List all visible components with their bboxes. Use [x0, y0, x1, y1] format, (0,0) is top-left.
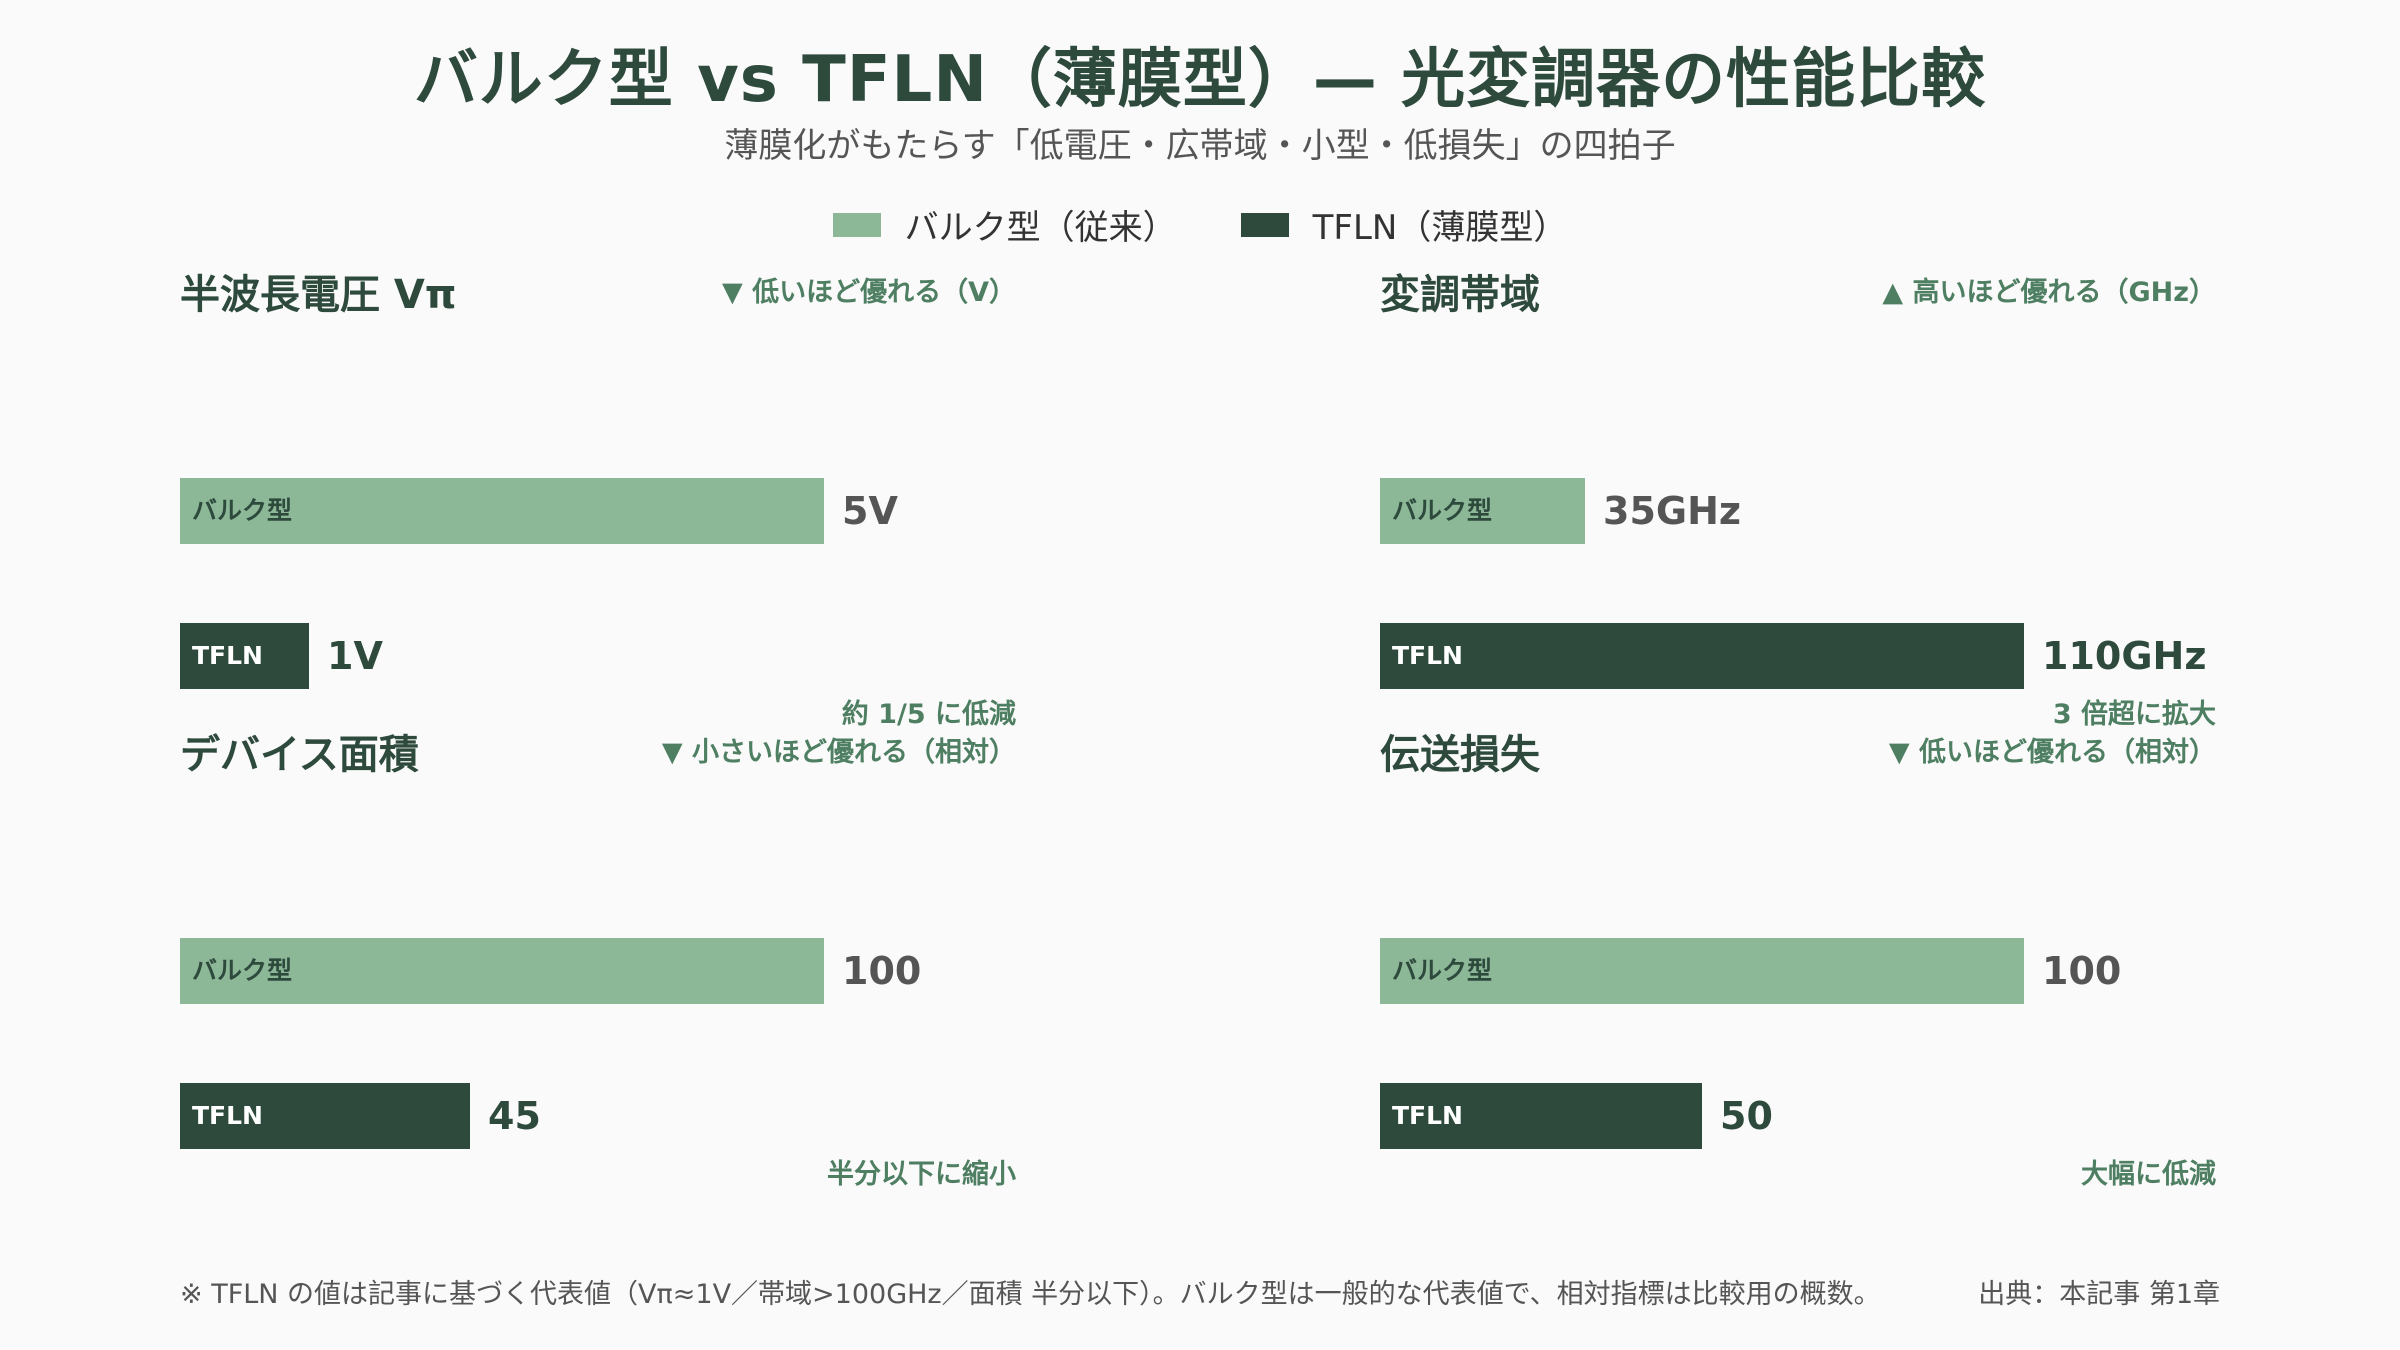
bar-tfln-label: TFLN — [1392, 1101, 1463, 1130]
panel-note: 大幅に低減 — [2081, 1159, 2216, 1190]
bar-bulk-label: バルク型 — [192, 496, 293, 525]
legend-label-tfln: TFLN（薄膜型） — [1312, 208, 1568, 248]
legend-label-bulk: バルク型（従来） — [904, 208, 1177, 248]
panel-device-area: デバイス面積 ▼ 小さいほど優れる（相対） バルク型 100 TFLN 45 半… — [180, 722, 1016, 1190]
bar-tfln: TFLN — [180, 1083, 470, 1149]
bar-bulk-value: 35GHz — [1603, 489, 1741, 533]
panel-title: 変調帯域 — [1380, 272, 1540, 318]
bar-tfln-value: 1V — [327, 634, 383, 678]
legend-item-tfln: TFLN（薄膜型） — [1240, 200, 1568, 249]
panel-note: 約 1/5 に低減 — [841, 699, 1016, 730]
bar-bulk: バルク型 — [1380, 478, 1585, 544]
bar-tfln-value: 50 — [1720, 1094, 1773, 1138]
footnote: ※ TFLN の値は記事に基づく代表値（Vπ≈1V／帯域>100GHz／面積 半… — [180, 1279, 1881, 1310]
chart-title: バルク型 vs TFLN（薄膜型）— 光変調器の性能比較 — [413, 43, 1987, 117]
bar-bulk: バルク型 — [1380, 938, 2024, 1004]
legend: バルク型（従来） TFLN（薄膜型） — [0, 200, 2400, 249]
bar-bulk-value: 100 — [842, 949, 922, 993]
bar-bulk-value: 100 — [2042, 949, 2122, 993]
chart-subtitle: 薄膜化がもたらす「低電圧・広帯域・小型・低損失」の四拍子 — [724, 126, 1676, 166]
bar-bulk: バルク型 — [180, 938, 824, 1004]
legend-swatch-bulk — [832, 212, 881, 237]
legend-item-bulk: バルク型（従来） — [832, 200, 1177, 249]
bar-bulk-value: 5V — [842, 489, 898, 533]
bar-tfln: TFLN — [1380, 623, 2024, 689]
bar-tfln-label: TFLN — [1392, 641, 1463, 670]
panel-half-wave-voltage: 半波長電圧 Vπ ▼ 低いほど優れる（V） バルク型 5V TFLN 1V 約 … — [180, 262, 1016, 730]
panel-hint: ▼ 低いほど優れる（V） — [721, 277, 1016, 308]
bar-tfln-label: TFLN — [192, 1101, 263, 1130]
panel-note: 半分以下に縮小 — [827, 1159, 1016, 1190]
bar-tfln: TFLN — [1380, 1083, 1702, 1149]
panel-transmission-loss: 伝送損失 ▼ 低いほど優れる（相対） バルク型 100 TFLN 50 大幅に低… — [1380, 722, 2216, 1190]
panel-note: 3 倍超に拡大 — [2052, 699, 2216, 730]
bar-tfln-label: TFLN — [192, 641, 263, 670]
panel-hint: ▼ 小さいほど優れる（相対） — [661, 737, 1016, 768]
bar-tfln-value: 45 — [488, 1094, 541, 1138]
panel-hint: ▲ 高いほど優れる（GHz） — [1882, 277, 2216, 308]
bar-tfln-value: 110GHz — [2042, 634, 2207, 678]
panel-title: 半波長電圧 Vπ — [180, 272, 457, 318]
legend-swatch-tfln — [1240, 212, 1289, 237]
panel-title: デバイス面積 — [180, 732, 419, 778]
source-credit: 出典：本記事 第1章 — [1978, 1279, 2220, 1310]
panel-hint: ▼ 低いほど優れる（相対） — [1888, 737, 2216, 768]
bar-bulk-label: バルク型 — [1392, 496, 1493, 525]
panel-title: 伝送損失 — [1380, 732, 1540, 778]
panel-modulation-bandwidth: 変調帯域 ▲ 高いほど優れる（GHz） バルク型 35GHz TFLN 110G… — [1380, 262, 2216, 730]
bar-bulk: バルク型 — [180, 478, 824, 544]
bar-tfln: TFLN — [180, 623, 309, 689]
bar-bulk-label: バルク型 — [192, 956, 293, 985]
bar-bulk-label: バルク型 — [1392, 956, 1493, 985]
